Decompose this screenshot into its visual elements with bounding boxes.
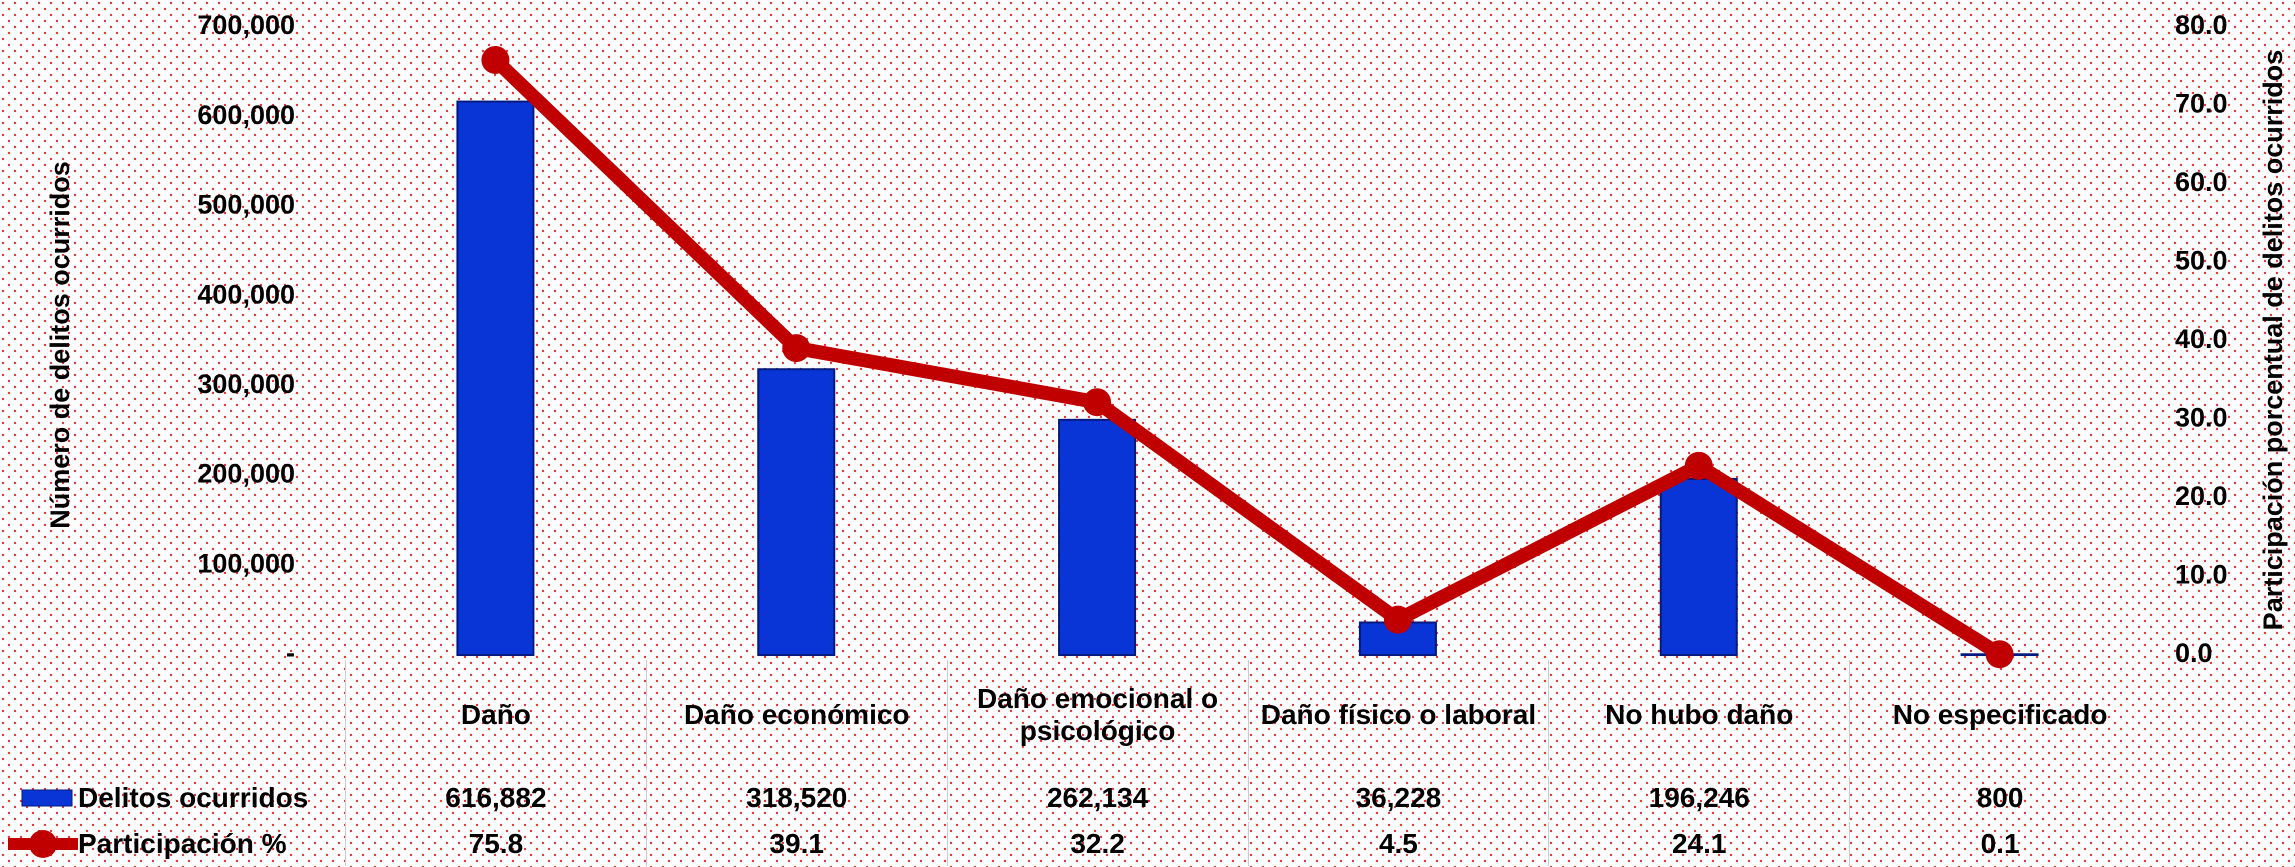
line-marker xyxy=(1383,605,1412,634)
y-tick-label: 100,000 xyxy=(197,548,295,578)
table-value: 0.1 xyxy=(1849,822,2150,866)
y2-tick-label: 70.0 xyxy=(2175,89,2228,119)
y2-tick-label: 0.0 xyxy=(2175,638,2213,668)
legend-swatch xyxy=(29,830,57,858)
table-value: 32.2 xyxy=(946,822,1248,866)
bar xyxy=(757,368,836,656)
y-tick-label: 600,000 xyxy=(197,100,295,130)
y2-tick-label: 80.0 xyxy=(2175,10,2228,40)
y2-tick-label: 10.0 xyxy=(2175,560,2228,590)
x-tick-label: Daño xyxy=(345,660,646,770)
legend-swatch xyxy=(21,789,73,807)
y2-tick-label: 50.0 xyxy=(2175,246,2228,276)
legend-label: Participación % xyxy=(78,828,287,859)
line-marker xyxy=(481,45,510,74)
y-tick-label: 700,000 xyxy=(197,10,295,40)
table-value: 4.5 xyxy=(1247,822,1549,866)
x-tick-label: Daño físico o laboral xyxy=(1247,660,1549,770)
line-marker xyxy=(1083,388,1112,417)
table-value: 616,882 xyxy=(345,776,646,820)
bar xyxy=(1659,477,1738,656)
x-tick-label: Daño emocional o psicológico xyxy=(946,660,1248,770)
y-tick-label: - xyxy=(286,638,295,668)
table-value: 36,228 xyxy=(1247,776,1549,820)
table-value: 196,246 xyxy=(1548,776,1849,820)
x-tick-label: Daño económico xyxy=(645,660,947,770)
y2-tick-label: 20.0 xyxy=(2175,481,2228,511)
line-marker xyxy=(782,334,811,363)
y2-tick-label: 30.0 xyxy=(2175,403,2228,433)
line-marker xyxy=(1684,451,1713,480)
table-value: 39.1 xyxy=(645,822,947,866)
bar xyxy=(456,100,535,656)
y2-tick-label: 60.0 xyxy=(2175,167,2228,197)
y-tick-label: 500,000 xyxy=(197,190,295,220)
y2-axis-label: Participación porcentual de delitos ocur… xyxy=(2258,50,2288,631)
y-tick-label: 300,000 xyxy=(197,369,295,399)
x-tick-label: No especificado xyxy=(1849,660,2150,770)
y-axis-label: Número de delitos ocurridos xyxy=(45,161,75,529)
line-marker xyxy=(1985,640,2014,669)
line xyxy=(490,54,2004,661)
table-value: 75.8 xyxy=(345,822,646,866)
y-tick-label: 400,000 xyxy=(197,279,295,309)
bar xyxy=(1058,418,1137,657)
table-value: 262,134 xyxy=(946,776,1248,820)
x-tick-label: No hubo daño xyxy=(1548,660,1849,770)
table-value: 24.1 xyxy=(1548,822,1849,866)
y-tick-label: 200,000 xyxy=(197,459,295,489)
legend-label: Delitos ocurridos xyxy=(78,782,309,813)
table-value: 800 xyxy=(1849,776,2150,820)
table-value: 318,520 xyxy=(645,776,947,820)
y2-tick-label: 40.0 xyxy=(2175,324,2228,354)
